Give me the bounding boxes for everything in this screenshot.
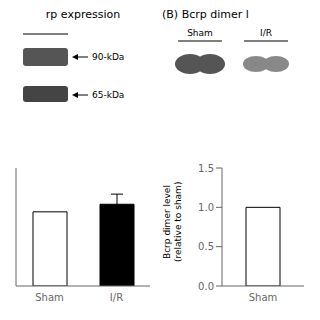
svg-text:90-kDa: 90-kDa — [92, 52, 124, 62]
svg-text:I/R: I/R — [110, 292, 123, 303]
svg-text:1.5: 1.5 — [198, 163, 214, 174]
svg-text:Sham: Sham — [35, 292, 64, 303]
svg-text:0.5: 0.5 — [198, 241, 214, 252]
svg-text:1.0: 1.0 — [198, 202, 214, 213]
svg-text:Sham: Sham — [249, 292, 278, 303]
html-text:Bcrp dimer level (relative to: Bcrp dimer level (relative to sham) — [162, 181, 183, 263]
svg-text:I/R: I/R — [260, 28, 272, 38]
html-text:(B) Bcrp dimer l: (B) Bcrp dimer l — [162, 8, 249, 21]
svg-text:65-kDa: 65-kDa — [92, 90, 124, 100]
svg-text:Sham: Sham — [187, 28, 213, 38]
html-text:rp expression: rp expression — [45, 8, 121, 21]
svg-text:0.0: 0.0 — [198, 281, 214, 292]
